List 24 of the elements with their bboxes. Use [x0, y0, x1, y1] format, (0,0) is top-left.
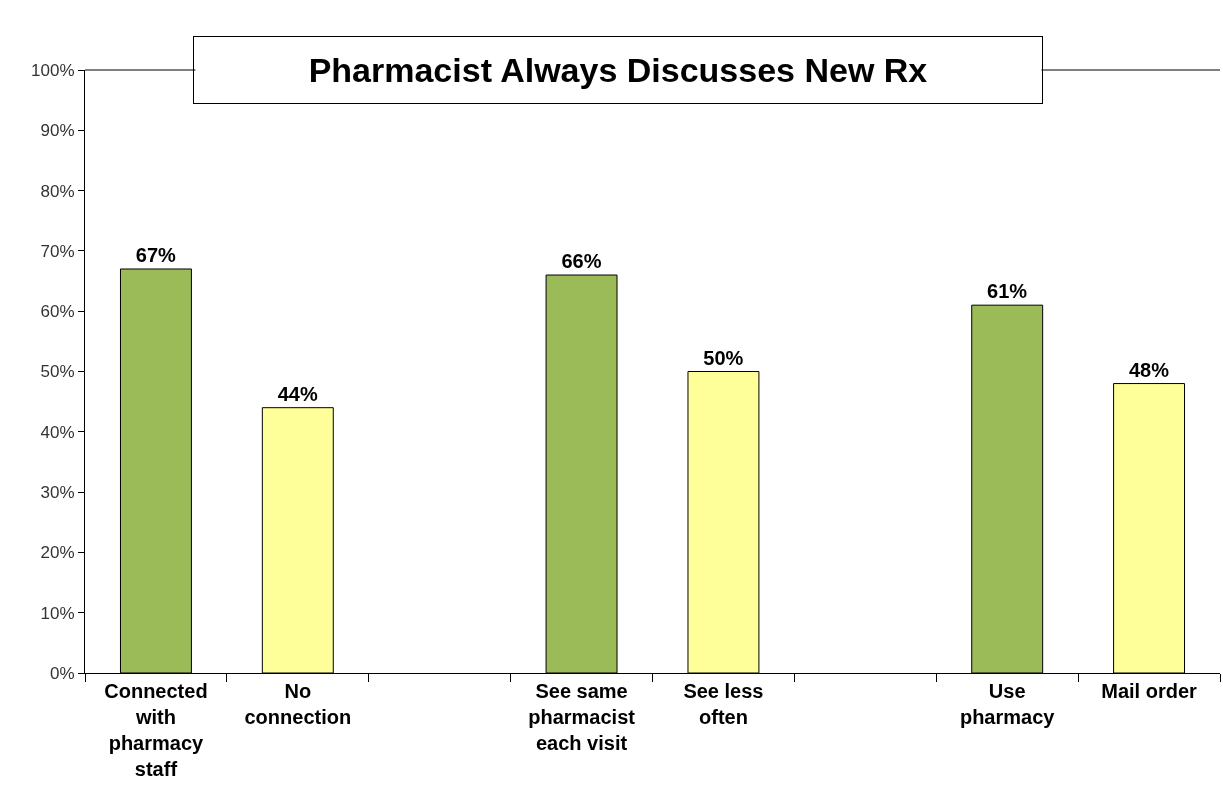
y-tick-label: 70%	[40, 241, 75, 261]
y-tick-label: 0%	[50, 663, 75, 683]
y-tick-label: 50%	[40, 362, 75, 382]
data-label: 61%	[987, 280, 1028, 303]
x-tick-label: See less often	[683, 680, 764, 728]
y-tick-label: 30%	[40, 483, 75, 503]
data-label: 50%	[703, 346, 744, 369]
chart-title: Pharmacist Always Discusses New Rx	[308, 51, 928, 89]
y-tick-label: 90%	[40, 121, 75, 141]
x-tick-label: See same pharmacist each visit	[528, 680, 636, 754]
x-tick-label: No connection	[244, 680, 352, 728]
x-tick-label: Mail order	[1101, 680, 1198, 702]
y-tick-label: 100%	[31, 60, 75, 80]
data-label: 48%	[1128, 358, 1170, 381]
y-tick-label: 10%	[40, 603, 75, 623]
data-label: 66%	[561, 250, 602, 273]
x-tick-label: Connected with pharmacy staff	[104, 680, 208, 780]
y-tick-label: 80%	[40, 181, 75, 201]
data-label: 67%	[135, 243, 177, 266]
y-tick-label: 40%	[40, 422, 75, 442]
y-tick-label: 60%	[40, 302, 75, 322]
data-label: 44%	[277, 382, 318, 405]
y-tick-label: 20%	[40, 543, 75, 563]
x-tick-label: Use pharmacy	[959, 680, 1056, 728]
